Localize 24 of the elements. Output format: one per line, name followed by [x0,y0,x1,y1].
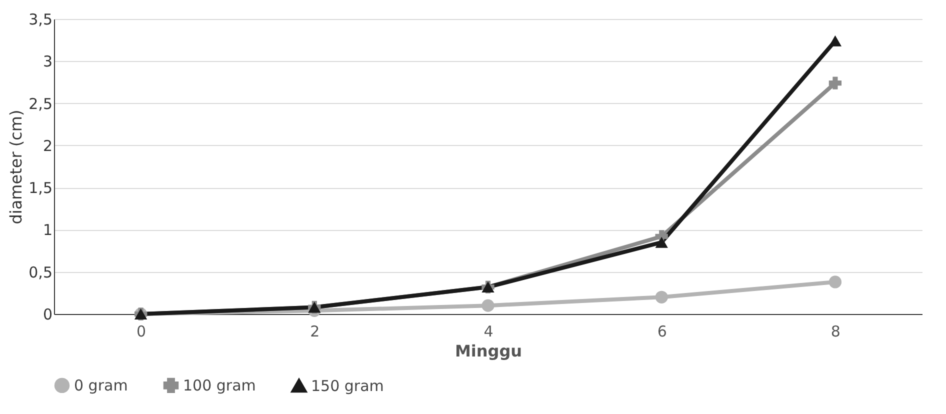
legend-label: 0 gram [74,376,128,394]
point [482,299,494,312]
point [655,236,668,248]
x-tick-label: 6 [657,322,667,340]
legend-label: 150 gram [311,376,384,395]
point [828,35,842,46]
y-tick-label: 2,5 [28,94,52,113]
y-axis-title: diameter (cm) [6,110,26,224]
y-tick-label: 3 [42,52,52,71]
y-tick-label: 0,5 [28,263,52,282]
x-axis-title: Minggu [454,342,522,360]
y-tick-label: 1,5 [28,179,52,198]
y-tick-label: 3,5 [28,10,52,28]
x-tick-label: 0 [136,322,146,340]
y-tick-label: 1 [42,221,52,240]
legend-label: 100 gram [183,376,256,394]
point [828,76,842,90]
point [655,290,668,304]
x-tick-label: 4 [484,322,494,340]
x-tick-label: 8 [830,322,840,340]
x-tick-label: 2 [310,322,320,340]
y-tick-label: 0 [42,306,52,324]
y-tick-label: 2 [42,136,52,155]
point [828,276,842,288]
